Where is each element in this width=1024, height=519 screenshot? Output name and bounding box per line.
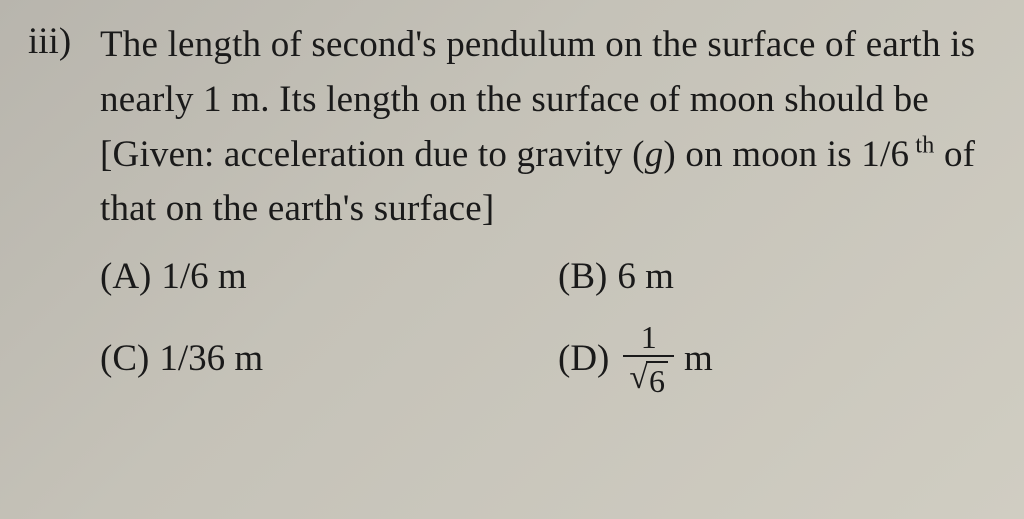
option-c: (C) 1/36 m [100, 321, 528, 397]
option-b: (B) 6 m [558, 255, 986, 299]
option-b-value: 6 m [617, 255, 674, 299]
options-grid: (A) 1/6 m (B) 6 m (C) 1/36 m (D) 1 √ 6 [100, 255, 986, 397]
question-text-part2: ) on moon is 1/6 [663, 134, 909, 175]
option-c-label: (C) [100, 337, 149, 381]
option-a: (A) 1/6 m [100, 255, 528, 299]
sqrt-radicand: 6 [646, 361, 668, 397]
question-container: iii) The length of second's pendulum on … [28, 18, 986, 397]
option-d: (D) 1 √ 6 m [558, 321, 986, 397]
question-text: The length of second's pendulum on the s… [100, 18, 986, 237]
option-d-label: (D) [558, 337, 609, 381]
question-number: iii) [28, 18, 100, 63]
option-b-label: (B) [558, 255, 607, 299]
option-d-numerator: 1 [635, 321, 663, 355]
option-d-denominator: √ 6 [623, 355, 674, 397]
question-text-g: g [645, 134, 664, 175]
question-body: The length of second's pendulum on the s… [100, 18, 986, 397]
option-a-label: (A) [100, 255, 151, 299]
option-c-value: 1/36 m [159, 337, 263, 381]
option-a-value: 1/6 m [161, 255, 246, 299]
option-d-fraction: 1 √ 6 [623, 321, 674, 397]
question-text-th: th [909, 132, 934, 158]
option-d-sqrt: √ 6 [629, 361, 668, 397]
option-d-unit: m [684, 337, 713, 381]
